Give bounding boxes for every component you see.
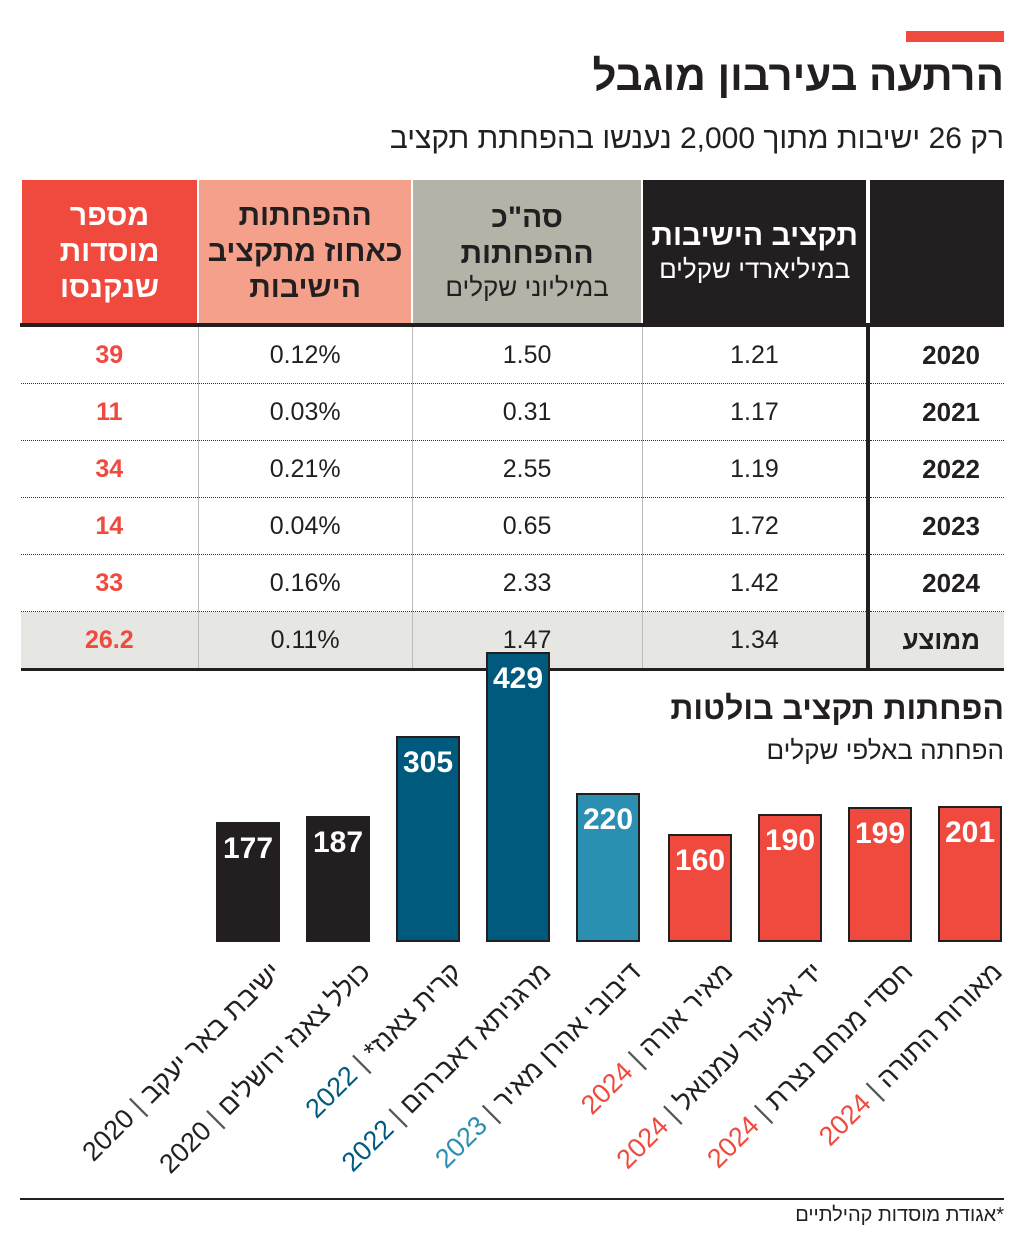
bar: 199 bbox=[848, 807, 912, 942]
chart-subtitle: הפחתה באלפי שקלים bbox=[766, 735, 1004, 765]
category-name: מרגניתא דאברהם bbox=[393, 956, 557, 1120]
column-label: סה"כ ההפחתות bbox=[460, 200, 594, 270]
bar: 201 bbox=[938, 806, 1002, 942]
table-row: 2023 1.72 0.65 0.04% 14 bbox=[21, 497, 1004, 555]
bar-value-label: 220 bbox=[582, 803, 634, 837]
average-row: ממוצע 1.34 1.47 0.11% 26.2 bbox=[21, 611, 1004, 671]
bar: 305 bbox=[396, 735, 460, 942]
table-cell: 1.21 bbox=[641, 325, 869, 384]
table-cell: 1.19 bbox=[641, 440, 869, 498]
column-header: ההפחתות כאחוז מתקציב הישיבות bbox=[197, 180, 413, 327]
bar: 220 bbox=[576, 793, 640, 942]
table-cell: 0.04% bbox=[197, 497, 413, 555]
data-table: תקציב הישיבות במיליארדי שקלים סה"כ ההפחתות… bbox=[19, 180, 1004, 671]
row-label: ממוצע bbox=[866, 611, 1004, 671]
row-label: 2022 bbox=[866, 440, 1004, 498]
column-header: תקציב הישיבות במיליארדי שקלים bbox=[641, 180, 869, 327]
table-cell: 0.11% bbox=[197, 611, 413, 671]
table-cell: 0.12% bbox=[197, 325, 413, 384]
bar: 429 bbox=[486, 652, 550, 942]
table-cell: 0.03% bbox=[197, 383, 413, 441]
column-label: תקציב הישיבות bbox=[651, 218, 858, 252]
column-header: סה"כ ההפחתות במיליוני שקלים bbox=[411, 180, 643, 327]
category-name: כולל צאנז ירושלים bbox=[211, 956, 377, 1122]
table-cell: 1.34 bbox=[641, 611, 869, 671]
table-cell: 26.2 bbox=[21, 611, 199, 671]
footnote: *אגודת מוסדות קהילתיים bbox=[795, 1204, 1004, 1226]
divider bbox=[20, 1198, 1004, 1200]
table-cell: 14 bbox=[21, 497, 199, 555]
table-cell: 34 bbox=[21, 440, 199, 498]
row-label: 2024 bbox=[866, 554, 1004, 612]
column-label: מספר מוסדות שנקנסו bbox=[59, 198, 160, 304]
bar-value-label: 305 bbox=[402, 745, 454, 779]
table-row: 2021 1.17 0.31 0.03% 11 bbox=[21, 383, 1004, 441]
table-cell: 11 bbox=[21, 383, 199, 441]
column-header bbox=[866, 180, 1004, 327]
table-row: 2022 1.19 2.55 0.21% 34 bbox=[21, 440, 1004, 498]
table-cell: 1.50 bbox=[411, 325, 643, 384]
table-cell: 0.31 bbox=[411, 383, 643, 441]
table-cell: 0.16% bbox=[197, 554, 413, 612]
bar: 160 bbox=[668, 833, 732, 942]
bar-value-label: 199 bbox=[854, 817, 906, 851]
table-cell: 39 bbox=[21, 325, 199, 384]
table-row: 2020 1.21 1.50 0.12% 39 bbox=[21, 325, 1004, 384]
table-cell: 1.42 bbox=[641, 554, 869, 612]
bar-value-label: 201 bbox=[944, 816, 996, 850]
table-cell: 0.21% bbox=[197, 440, 413, 498]
column-header: מספר מוסדות שנקנסו bbox=[19, 180, 199, 327]
bar: 177 bbox=[216, 822, 280, 942]
table-cell: 2.55 bbox=[411, 440, 643, 498]
bar-value-label: 190 bbox=[764, 823, 816, 857]
category-label: קרית צאנז* | 2022 bbox=[299, 957, 467, 1125]
column-label: ההפחתות כאחוז מתקציב הישיבות bbox=[207, 198, 403, 304]
bar-value-label: 177 bbox=[222, 832, 274, 866]
column-unit: במיליוני שקלים bbox=[445, 271, 609, 302]
page-subtitle: רק 26 ישיבות מתוך 2,000 נענשו בהפחתת תקצ… bbox=[389, 122, 1004, 155]
table-row: 2024 1.42 2.33 0.16% 33 bbox=[21, 554, 1004, 612]
bar: 187 bbox=[306, 815, 370, 942]
chart-title: הפחתות תקציב בולטות bbox=[670, 690, 1004, 726]
bar-value-label: 160 bbox=[674, 843, 726, 877]
table-cell: 33 bbox=[21, 554, 199, 612]
table-cell: 0.65 bbox=[411, 497, 643, 555]
bar-value-label: 429 bbox=[492, 662, 544, 695]
table-cell: 1.17 bbox=[641, 383, 869, 441]
table-cell: 1.72 bbox=[641, 497, 869, 555]
bar-value-label: 187 bbox=[312, 825, 364, 859]
bar: 190 bbox=[758, 813, 822, 942]
table-cell: 2.33 bbox=[411, 554, 643, 612]
row-label: 2021 bbox=[866, 383, 1004, 441]
row-label: 2023 bbox=[866, 497, 1004, 555]
accent-bar bbox=[906, 31, 1004, 42]
page-title: הרתעה בעירבון מוגבל bbox=[592, 52, 1004, 99]
column-unit: במיליארדי שקלים bbox=[659, 253, 851, 284]
row-label: 2020 bbox=[866, 325, 1004, 384]
